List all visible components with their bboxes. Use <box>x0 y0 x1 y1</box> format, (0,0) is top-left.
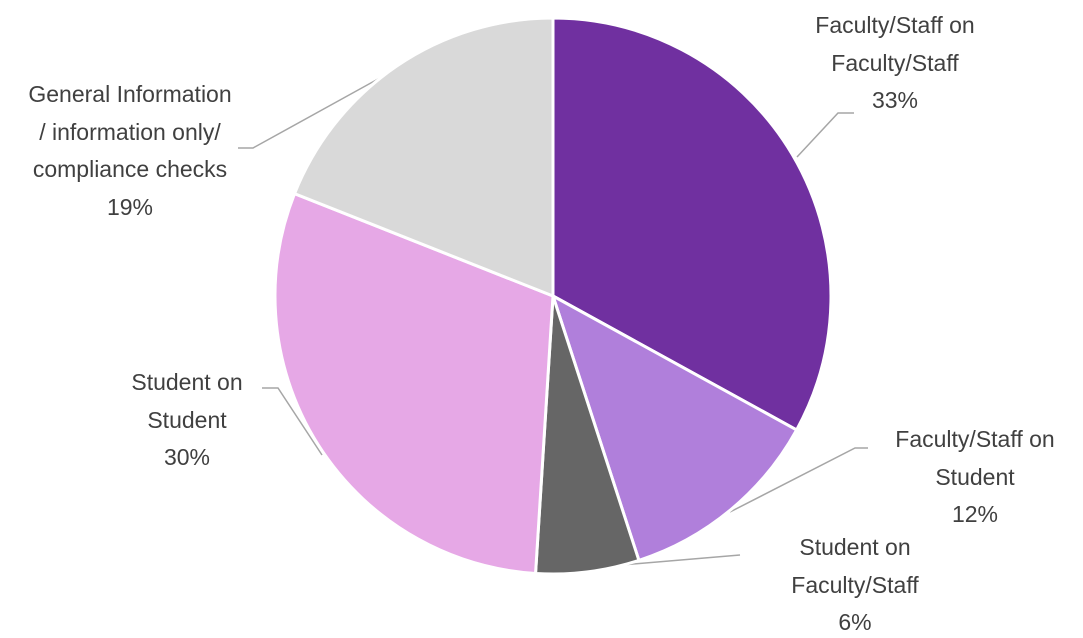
category-label: Faculty/Staff on Student <box>895 426 1055 490</box>
slice-label: Faculty/Staff on Student 12% <box>860 421 1083 534</box>
leader-line <box>796 112 854 158</box>
pie-slice <box>273 191 555 576</box>
slice-label: Student on Faculty/Staff 6% <box>755 529 955 638</box>
slice-label: Faculty/Staff on Faculty/Staff 33% <box>780 7 1010 120</box>
value-label: 33% <box>871 87 919 113</box>
category-label: Student on Student <box>131 369 243 433</box>
value-label: 19% <box>106 193 154 220</box>
pie-slice <box>550 292 799 563</box>
value-label: 6% <box>838 609 872 635</box>
value-label: 12% <box>951 501 999 527</box>
category-label: General Information / information only/ … <box>28 81 232 182</box>
pie-slice <box>292 16 555 299</box>
leader-line <box>729 447 868 513</box>
pie-slice <box>551 16 833 432</box>
leader-line <box>238 67 399 149</box>
category-label: Faculty/Staff on Faculty/Staff <box>815 12 975 76</box>
value-label: 30% <box>163 444 211 470</box>
category-label: Student on Faculty/Staff <box>791 534 919 598</box>
slice-label: Student on Student 30% <box>105 364 270 477</box>
leader-line <box>262 387 323 456</box>
slice-label: General Information / information only/ … <box>23 76 238 226</box>
